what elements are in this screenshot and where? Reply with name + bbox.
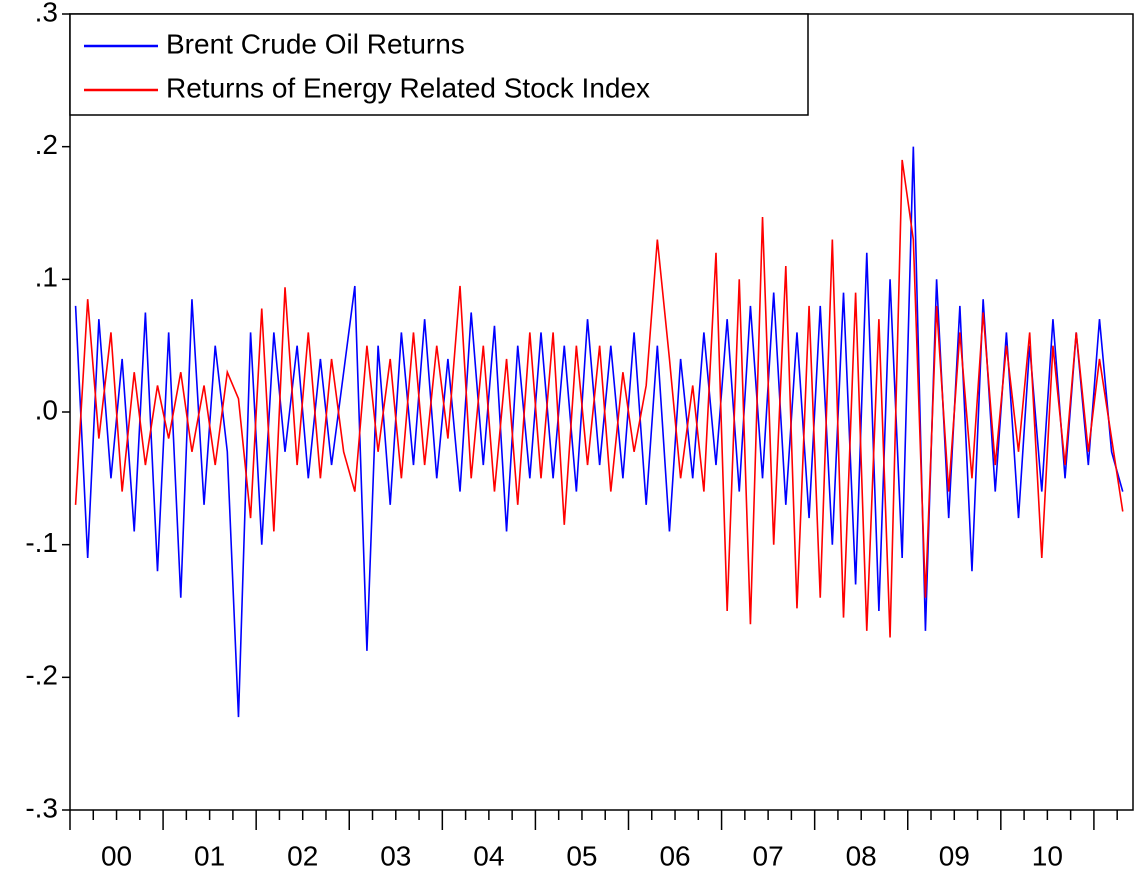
y-tick-label: .2	[35, 129, 58, 160]
y-tick-label: -.3	[25, 792, 58, 823]
legend-label: Returns of Energy Related Stock Index	[166, 72, 650, 103]
x-tick-label: 07	[753, 840, 784, 871]
x-tick-label: 05	[566, 840, 597, 871]
legend-label: Brent Crude Oil Returns	[166, 28, 465, 59]
x-tick-label: 04	[473, 840, 504, 871]
y-tick-label: -.2	[25, 660, 58, 691]
x-tick-label: 02	[287, 840, 318, 871]
x-tick-label: 06	[659, 840, 690, 871]
x-tick-label: 09	[939, 840, 970, 871]
x-tick-label: 00	[101, 840, 132, 871]
x-tick-label: 03	[380, 840, 411, 871]
series-line	[74, 146, 1124, 718]
legend-box	[69, 13, 809, 116]
x-tick-label: 10	[1032, 840, 1063, 871]
y-tick-label: -.1	[25, 527, 58, 558]
x-tick-label: 01	[194, 840, 225, 871]
series-line	[74, 159, 1124, 638]
y-tick-label: .3	[35, 0, 58, 27]
x-tick-label: 08	[846, 840, 877, 871]
y-tick-label: .1	[35, 262, 58, 293]
y-tick-label: .0	[35, 394, 58, 425]
plot-frame	[69, 13, 1134, 811]
